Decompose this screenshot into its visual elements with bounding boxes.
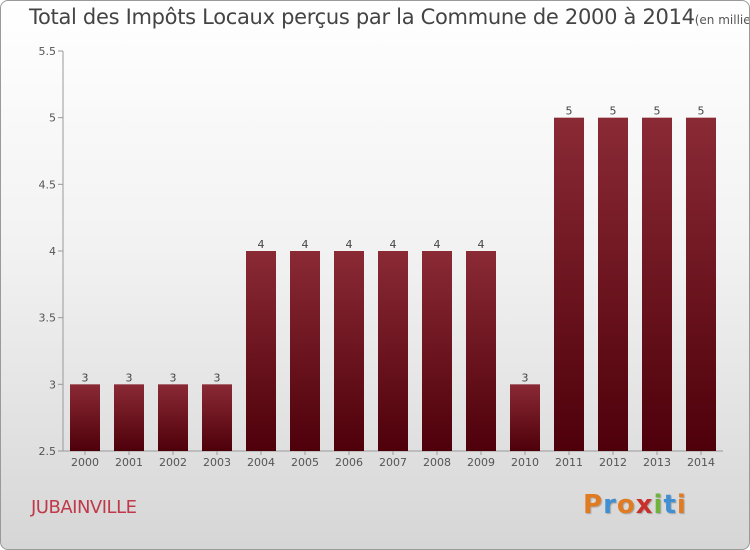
y-tick-label: 4 <box>49 245 56 258</box>
bar-value-label: 3 <box>214 371 221 384</box>
bar-value-label: 4 <box>258 238 265 251</box>
logo-letter: t <box>663 490 677 520</box>
bar-value-label: 3 <box>170 371 177 384</box>
bar <box>422 251 452 451</box>
chart-title-unit: (en milliers d'€) <box>694 13 750 27</box>
commune-name: JUBAINVILLE <box>31 497 137 518</box>
bar-value-label: 3 <box>522 371 529 384</box>
bar <box>642 117 672 452</box>
bar-value-label: 5 <box>566 105 573 118</box>
x-tick-label: 2011 <box>555 456 583 469</box>
bar <box>202 384 232 451</box>
plot-area: 2.5 3 3.5 4 4.5 5 5.5 3 2000 3 2001 3 2002 3 2003 4 2004… <box>39 45 723 469</box>
x-tick-label: 2014 <box>687 456 715 469</box>
chart-title: Total des Impôts Locaux perçus par la Co… <box>29 5 750 29</box>
x-tick-label: 2001 <box>115 456 143 469</box>
x-tick-label: 2008 <box>423 456 451 469</box>
y-tick-label: 5 <box>49 112 56 125</box>
bar-value-label: 5 <box>654 105 661 118</box>
bar-value-label: 3 <box>126 371 133 384</box>
x-tick-label: 2002 <box>159 456 187 469</box>
logo-letter: i <box>676 490 687 520</box>
y-tick-label: 3 <box>49 378 56 391</box>
bar <box>378 251 408 451</box>
bar <box>466 251 496 451</box>
x-tick-label: 2013 <box>643 456 671 469</box>
bar <box>114 384 144 451</box>
bar-value-label: 5 <box>610 105 617 118</box>
bar-value-label: 3 <box>82 371 89 384</box>
logo-letter: i <box>653 490 664 520</box>
bar <box>290 251 320 451</box>
bar <box>334 251 364 451</box>
x-tick-label: 2000 <box>71 456 99 469</box>
bar-value-label: 4 <box>478 238 485 251</box>
x-tick-label: 2009 <box>467 456 495 469</box>
y-tick-label: 5.5 <box>39 45 57 58</box>
logo-letter: P <box>583 490 604 520</box>
x-tick-label: 2010 <box>511 456 539 469</box>
bar-value-label: 4 <box>434 238 441 251</box>
chart-title-main: Total des Impôts Locaux perçus par la Co… <box>29 5 695 29</box>
bar <box>246 251 276 451</box>
x-tick-label: 2006 <box>335 456 363 469</box>
bar-value-label: 5 <box>698 105 705 118</box>
x-tick-label: 2004 <box>247 456 275 469</box>
y-tick-label: 4.5 <box>39 178 57 191</box>
bar <box>70 384 100 451</box>
bar <box>510 384 540 451</box>
bar-value-label: 4 <box>302 238 309 251</box>
logo-letter: r <box>603 490 617 520</box>
x-tick-label: 2003 <box>203 456 231 469</box>
bar-value-label: 4 <box>346 238 353 251</box>
logo-letter: x <box>635 490 654 520</box>
bar <box>554 117 584 452</box>
x-tick-label: 2007 <box>379 456 407 469</box>
proxiti-logo: Proxiti <box>583 490 687 520</box>
bar <box>598 117 628 452</box>
y-tick-label: 3.5 <box>39 312 57 325</box>
logo-letter: o <box>616 490 636 520</box>
bar-value-label: 4 <box>390 238 397 251</box>
y-tick-label: 2.5 <box>39 445 57 458</box>
x-tick-label: 2005 <box>291 456 319 469</box>
bar <box>686 117 716 452</box>
x-tick-label: 2012 <box>599 456 627 469</box>
bar <box>158 384 188 451</box>
